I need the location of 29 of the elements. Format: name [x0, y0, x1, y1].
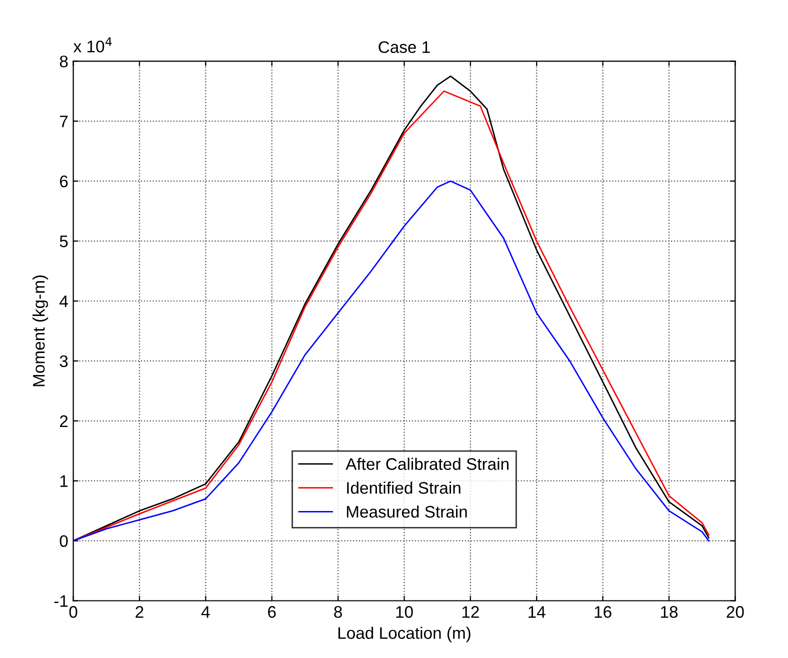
y-tick-label: -1: [54, 595, 68, 607]
y-tick-label: 3: [60, 355, 68, 368]
y-tick-label: 8: [60, 56, 68, 68]
legend-label: After Calibrated Strain: [346, 458, 508, 470]
x-tick-label: 12: [462, 606, 479, 618]
x-tick-label: 10: [396, 606, 413, 618]
legend-label: Identified Strain: [347, 482, 460, 494]
x-tick-label: 4: [201, 606, 210, 618]
x-tick-label: 0: [69, 606, 78, 618]
x-tick-label: 14: [528, 606, 546, 618]
text: x 10$^{4}$: [73, 37, 112, 52]
legend-label: Measured Strain: [346, 505, 467, 518]
chart-title: Case 1: [378, 41, 430, 54]
y-tick-label: 0: [60, 535, 68, 548]
x-axis-title: Load Location (m): [338, 626, 470, 642]
x-tick-label: 6: [268, 606, 276, 618]
y-tick-label: 4: [60, 296, 68, 308]
line-series: [73, 180, 710, 542]
y-axis-title: Moment (kg-m): [32, 276, 48, 386]
y-tick-label: 7: [60, 116, 68, 128]
x-tick-label: 16: [594, 606, 612, 618]
y-tick-label: 6: [60, 175, 68, 188]
x-tick-label: 18: [661, 606, 678, 618]
y-tick-label: 2: [60, 415, 68, 427]
x-tick-label: 8: [334, 606, 342, 618]
x-tick-label: 20: [726, 606, 744, 618]
y-tick-label: 5: [60, 236, 68, 248]
y-tick-label: 1: [60, 475, 68, 487]
x-tick-label: 2: [136, 606, 144, 618]
